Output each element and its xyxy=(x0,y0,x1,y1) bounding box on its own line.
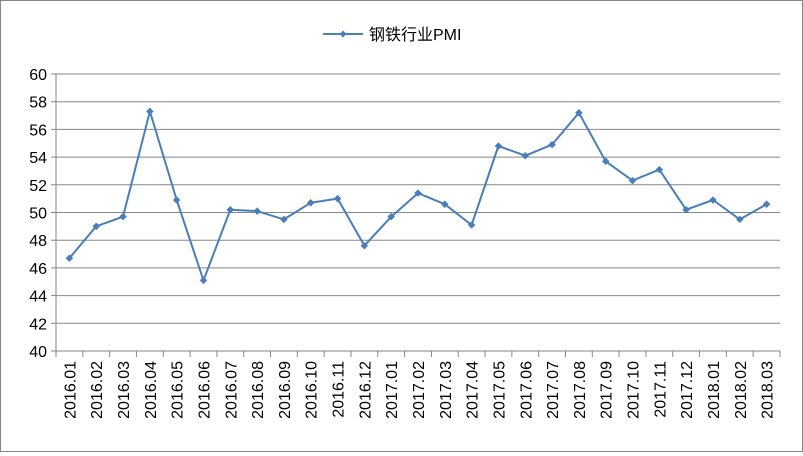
x-tick-label: 2017.07 xyxy=(545,361,562,419)
x-tick-label: 2017.10 xyxy=(626,361,643,419)
legend-diamond-icon xyxy=(339,30,347,38)
data-point xyxy=(548,140,556,149)
x-tick-label: 2017.03 xyxy=(438,361,455,419)
x-tick-label: 2016.05 xyxy=(170,361,187,419)
data-point xyxy=(762,200,771,209)
x-tick-label: 2017.11 xyxy=(652,361,669,418)
gridlines xyxy=(56,73,780,324)
y-tick-label: 52 xyxy=(29,178,47,195)
data-point xyxy=(387,212,396,221)
data-point xyxy=(226,205,235,214)
x-tick-label: 2017.08 xyxy=(572,361,589,419)
x-tick-label: 2016.11 xyxy=(331,361,348,418)
data-point xyxy=(735,215,744,224)
data-point xyxy=(280,215,288,224)
x-tick-label: 2016.10 xyxy=(304,361,321,419)
x-tick-label: 2017.09 xyxy=(599,361,616,419)
data-point xyxy=(306,198,315,207)
x-tick-label: 2017.06 xyxy=(518,361,535,419)
data-point xyxy=(494,142,503,150)
data-point xyxy=(467,221,476,229)
y-tick-label: 54 xyxy=(29,150,47,167)
y-tick-label: 50 xyxy=(29,206,47,223)
data-point xyxy=(709,196,717,204)
series-group xyxy=(65,107,771,285)
data-point xyxy=(199,276,208,285)
data-point xyxy=(65,254,74,263)
data-point xyxy=(414,189,422,197)
data-point xyxy=(521,151,530,160)
data-point xyxy=(119,212,127,221)
x-tick-label: 2016.02 xyxy=(89,361,106,419)
y-tick-label: 44 xyxy=(29,289,47,306)
x-tick-label: 2016.08 xyxy=(250,361,267,419)
x-tick-label: 2016.12 xyxy=(357,361,374,419)
data-point xyxy=(360,241,369,250)
y-tick-label: 56 xyxy=(29,122,47,139)
x-tick-label: 2016.09 xyxy=(277,361,294,419)
data-point xyxy=(333,194,342,203)
data-point xyxy=(253,207,261,215)
y-tick-label: 42 xyxy=(29,316,47,333)
x-tick-label: 2017.12 xyxy=(679,361,696,419)
data-point xyxy=(655,165,664,174)
data-point xyxy=(145,107,154,116)
data-point xyxy=(440,200,449,209)
x-tick-label: 2016.03 xyxy=(116,361,133,419)
y-tick-label: 46 xyxy=(29,261,47,278)
data-point xyxy=(682,205,691,214)
x-tick-label: 2017.01 xyxy=(384,361,401,419)
x-tick-label: 2018.03 xyxy=(760,361,777,419)
y-tick-label: 40 xyxy=(29,344,47,361)
data-point xyxy=(92,222,101,231)
y-tick-label: 58 xyxy=(29,95,47,112)
x-tick-label: 2018.01 xyxy=(706,361,723,419)
x-tick-label: 2018.02 xyxy=(733,361,750,419)
data-point xyxy=(601,157,610,166)
data-point xyxy=(628,176,637,185)
legend-label: 钢铁行业PMI xyxy=(369,26,461,44)
data-point xyxy=(172,196,181,204)
x-tick-label: 2017.05 xyxy=(491,361,508,419)
x-tick-label: 2016.06 xyxy=(196,361,213,419)
legend: 钢铁行业PMI xyxy=(323,26,461,44)
x-tick-label: 2017.04 xyxy=(465,361,482,419)
y-tick-label: 48 xyxy=(29,233,47,250)
data-point xyxy=(575,108,583,117)
x-tick-label: 2016.01 xyxy=(62,361,79,419)
x-tick-labels: 2016.01 2016.02 2016.03 2016.04 2016.05 2016.… xyxy=(62,361,776,419)
x-tick-label: 2016.04 xyxy=(143,361,160,419)
x-tick-label: 2016.07 xyxy=(223,361,240,419)
x-tick-label: 2017.02 xyxy=(411,361,428,419)
y-tick-label: 60 xyxy=(29,67,47,84)
y-tick-labels: 40 42 44 46 48 50 52 54 56 58 60 xyxy=(29,67,47,361)
axes xyxy=(51,73,781,357)
